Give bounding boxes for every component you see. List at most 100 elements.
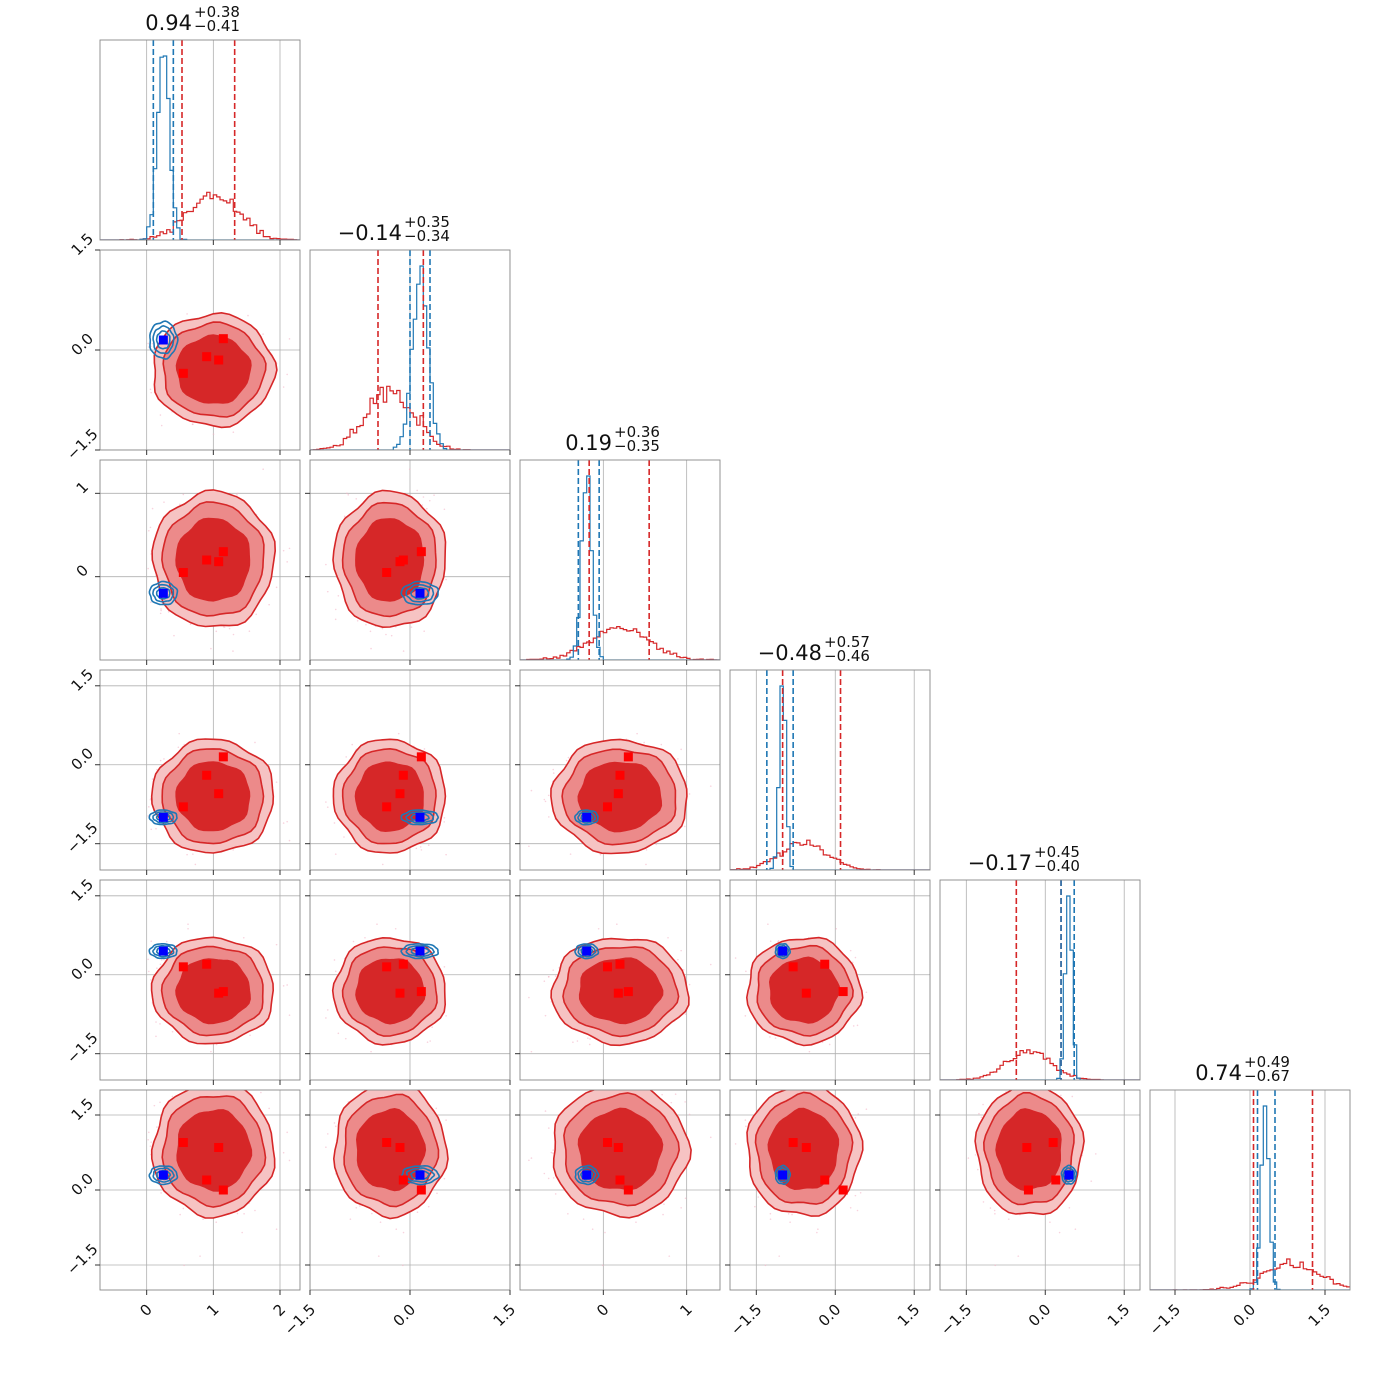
sample-dot bbox=[370, 1051, 372, 1053]
point-marker bbox=[382, 568, 391, 577]
panel-3-3 bbox=[730, 670, 930, 875]
sample-dot bbox=[147, 959, 149, 961]
sample-dot bbox=[150, 601, 152, 603]
sample-dot bbox=[403, 650, 405, 652]
sample-dot bbox=[548, 816, 550, 818]
point-marker bbox=[399, 960, 408, 969]
sample-dot bbox=[289, 338, 291, 340]
point-marker bbox=[214, 789, 223, 798]
panel-content bbox=[505, 880, 720, 1080]
sample-dot bbox=[505, 1010, 507, 1012]
true-value-marker bbox=[159, 589, 168, 598]
sample-dot bbox=[168, 611, 170, 613]
panel-content bbox=[310, 670, 510, 870]
sample-dot bbox=[835, 928, 837, 930]
point-marker bbox=[202, 960, 211, 969]
sample-dot bbox=[237, 493, 239, 495]
sample-dot bbox=[409, 468, 411, 470]
sample-dot bbox=[347, 494, 349, 496]
sample-dot bbox=[589, 1038, 591, 1040]
point-marker bbox=[214, 557, 223, 566]
sample-dot bbox=[247, 315, 249, 317]
sample-dot bbox=[335, 619, 337, 621]
sample-dot bbox=[531, 790, 533, 792]
point-marker bbox=[603, 962, 612, 971]
sample-dot bbox=[334, 822, 336, 824]
point-marker bbox=[202, 771, 211, 780]
y-tick-label: 1 bbox=[73, 478, 92, 497]
point-marker bbox=[219, 752, 228, 761]
sample-dot bbox=[646, 849, 648, 851]
panel-title-minus: −0.41 bbox=[194, 17, 240, 35]
reference-histogram bbox=[520, 476, 720, 660]
sample-dot bbox=[382, 864, 384, 866]
sample-dot bbox=[443, 821, 445, 823]
sample-dot bbox=[600, 854, 602, 856]
sample-dot bbox=[163, 501, 165, 503]
sample-dot bbox=[215, 631, 217, 633]
sample-dot bbox=[429, 1040, 431, 1042]
sample-dot bbox=[213, 433, 215, 435]
sample-dot bbox=[150, 527, 152, 529]
sample-dot bbox=[645, 864, 647, 866]
point-marker bbox=[616, 771, 625, 780]
sample-dot bbox=[286, 561, 288, 563]
panel-2-0: 01 bbox=[73, 460, 300, 675]
panel-content bbox=[310, 250, 510, 450]
point-marker bbox=[382, 962, 391, 971]
sample-dot bbox=[428, 844, 430, 846]
sample-dot bbox=[156, 967, 158, 969]
panel-3-0: −1.50.01.5 bbox=[63, 665, 300, 875]
sample-dot bbox=[775, 1037, 777, 1039]
sample-dot bbox=[286, 821, 288, 823]
sample-dot bbox=[210, 648, 212, 650]
sample-dot bbox=[289, 1014, 291, 1016]
sample-dot bbox=[155, 828, 157, 830]
sample-dot bbox=[233, 431, 235, 433]
sample-dot bbox=[283, 822, 285, 824]
sample-dot bbox=[152, 778, 154, 780]
panel-0-0 bbox=[100, 40, 300, 245]
panel-title-minus: −0.35 bbox=[614, 437, 660, 455]
point-marker bbox=[417, 752, 426, 761]
true-value-marker bbox=[159, 336, 168, 345]
sample-dot bbox=[422, 504, 424, 506]
sample-dot bbox=[528, 845, 530, 847]
sample-dot bbox=[325, 1017, 327, 1019]
sample-dot bbox=[587, 1037, 589, 1039]
sample-dot bbox=[192, 853, 194, 855]
sample-dot bbox=[286, 984, 288, 986]
sample-dot bbox=[689, 984, 691, 986]
sample-dot bbox=[276, 944, 278, 946]
sample-dot bbox=[423, 496, 425, 498]
sample-dot bbox=[680, 749, 682, 751]
point-marker bbox=[219, 334, 228, 343]
sample-dot bbox=[155, 1021, 157, 1023]
panel-4-2 bbox=[505, 880, 720, 1085]
reference-histogram bbox=[730, 686, 930, 870]
sample-dot bbox=[344, 515, 346, 517]
sample-dot bbox=[684, 826, 686, 828]
sample-dot bbox=[163, 758, 165, 760]
panel-title-median: 0.94 bbox=[145, 11, 192, 35]
sample-dot bbox=[147, 343, 149, 345]
sample-dot bbox=[187, 928, 189, 930]
point-marker bbox=[396, 789, 405, 798]
point-marker bbox=[179, 802, 188, 811]
sample-dot bbox=[172, 1031, 174, 1033]
y-tick-label: 1.5 bbox=[68, 230, 98, 260]
sample-dot bbox=[283, 985, 285, 987]
sample-dot bbox=[345, 1038, 347, 1040]
panel-frame bbox=[100, 40, 300, 240]
y-tick-label: 1.5 bbox=[68, 875, 98, 905]
sample-dot bbox=[445, 854, 447, 856]
sample-dot bbox=[528, 997, 530, 999]
true-value-marker bbox=[416, 813, 425, 822]
sample-dot bbox=[677, 758, 679, 760]
sample-dot bbox=[357, 620, 359, 622]
sample-dot bbox=[335, 609, 337, 611]
sample-dot bbox=[152, 508, 154, 510]
sample-dot bbox=[381, 674, 383, 676]
